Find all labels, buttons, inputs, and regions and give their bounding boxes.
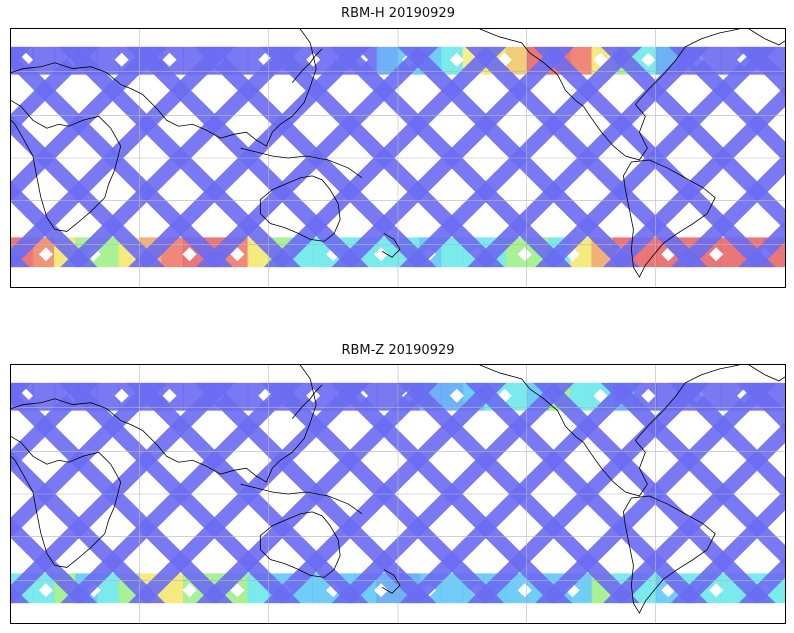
satellite-track <box>738 556 785 604</box>
coast-eurasia <box>11 365 317 483</box>
band-south-cell <box>505 573 529 604</box>
band-south-cell <box>440 573 464 604</box>
satellite-track <box>11 46 100 135</box>
swath-gap <box>641 388 656 403</box>
satellite-track <box>736 382 785 432</box>
coast-new-zealand <box>381 233 401 258</box>
band-south-cell <box>440 237 464 268</box>
band-north-cell <box>505 46 529 75</box>
satellite-track <box>670 489 785 604</box>
map-panel-rbm-z <box>10 364 786 624</box>
swath-gap <box>517 247 532 262</box>
band-north-cell <box>32 382 56 411</box>
swath-gap <box>38 247 53 262</box>
band-north-cell <box>376 382 399 411</box>
coast-indonesia <box>240 483 363 515</box>
swath-gap <box>593 388 608 403</box>
map-canvas <box>11 365 785 623</box>
band-south-cell <box>505 237 529 268</box>
map-panel-rbm-h <box>10 28 786 288</box>
coast-australia <box>259 511 341 578</box>
coast-greenland <box>748 365 785 382</box>
satellite-track <box>736 46 785 96</box>
satellite-track <box>668 382 785 499</box>
swath-gap <box>373 583 389 598</box>
coast-indonesia <box>240 147 363 179</box>
map-title-rbm-z: RBM-Z 20190929 <box>341 343 455 358</box>
band-north-cell <box>569 382 593 411</box>
band-north-cell <box>505 382 529 411</box>
coast-eurasia <box>11 29 317 147</box>
coast-north-america <box>479 365 740 497</box>
satellite-track <box>11 517 98 604</box>
map-title-rbm-h: RBM-H 20190929 <box>341 6 455 21</box>
coast-japan <box>291 384 323 419</box>
coast-japan <box>291 48 323 83</box>
band-north-cell <box>96 382 120 411</box>
satellite-track <box>11 181 98 268</box>
swath-gap <box>373 247 389 262</box>
swath-gap <box>114 388 129 403</box>
map-canvas <box>11 29 785 287</box>
coast-south-america <box>623 159 716 278</box>
coast-africa <box>11 100 122 232</box>
band-north-cell <box>96 46 120 75</box>
satellite-track <box>738 220 785 268</box>
coast-africa <box>11 436 122 568</box>
satellite-track <box>668 46 785 163</box>
swath-gap <box>593 52 608 67</box>
band-north-cell <box>376 46 399 75</box>
satellite-track <box>11 382 100 471</box>
band-north-cell <box>32 46 56 75</box>
coast-greenland <box>748 29 785 46</box>
coast-new-zealand <box>381 569 401 594</box>
coast-north-america <box>479 29 740 161</box>
band-north-cell <box>569 46 593 75</box>
swath-gap <box>641 52 656 67</box>
swath-gap <box>182 247 197 262</box>
coast-australia <box>259 175 341 242</box>
swath-gap <box>230 247 245 262</box>
satellite-track <box>670 153 785 268</box>
coast-south-america <box>623 495 716 614</box>
swath-gap <box>162 388 177 403</box>
